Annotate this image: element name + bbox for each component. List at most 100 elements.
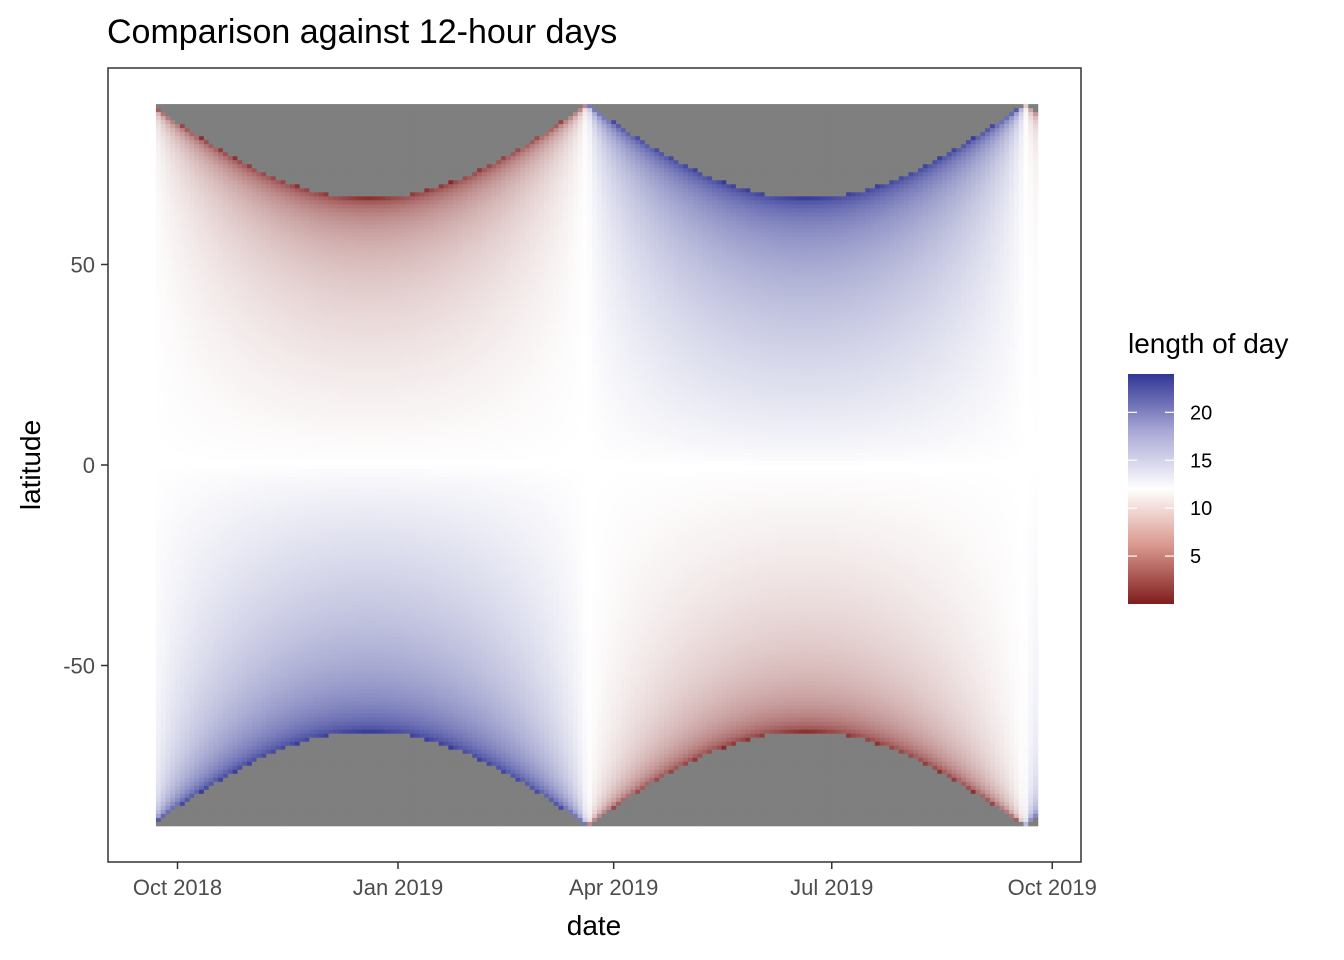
heatmap-tile: [209, 573, 214, 577]
heatmap-tile: [185, 605, 190, 609]
heatmap-tile: [199, 405, 204, 409]
heatmap-tile: [228, 706, 233, 710]
heatmap-tile: [281, 521, 286, 525]
heatmap-tile: [266, 156, 271, 160]
heatmap-tile: [218, 786, 223, 790]
heatmap-tile: [199, 698, 204, 702]
heatmap-tile: [261, 305, 266, 309]
heatmap-tile: [166, 513, 171, 517]
heatmap-tile: [170, 301, 175, 305]
heatmap-tile: [247, 573, 252, 577]
heatmap-tile: [271, 365, 276, 369]
heatmap-tile: [242, 465, 247, 469]
heatmap-tile: [228, 132, 233, 136]
heatmap-tile: [170, 325, 175, 329]
heatmap-tile: [261, 144, 266, 148]
heatmap-tile: [199, 806, 204, 810]
heatmap-tile: [218, 678, 223, 682]
heatmap-tile: [199, 172, 204, 176]
heatmap-tile: [180, 678, 185, 682]
heatmap-tile: [261, 678, 266, 682]
heatmap-tile: [247, 473, 252, 477]
heatmap-tile: [266, 493, 271, 497]
heatmap-tile: [213, 164, 218, 168]
heatmap-tile: [209, 128, 214, 132]
heatmap-tile: [161, 549, 166, 553]
heatmap-tile: [185, 726, 190, 730]
heatmap-tile: [271, 625, 276, 629]
heatmap-tile: [204, 260, 209, 264]
heatmap-tile: [189, 144, 194, 148]
heatmap-tile: [218, 196, 223, 200]
heatmap-tile: [170, 525, 175, 529]
heatmap-tile: [223, 413, 228, 417]
heatmap-tile: [266, 746, 271, 750]
heatmap-tile: [266, 449, 271, 453]
heatmap-tile: [223, 132, 228, 136]
heatmap-tile: [223, 762, 228, 766]
heatmap-tile: [271, 557, 276, 561]
heatmap-tile: [209, 184, 214, 188]
heatmap-tile: [257, 621, 262, 625]
heatmap-tile: [252, 108, 257, 112]
heatmap-tile: [242, 601, 247, 605]
heatmap-tile: [161, 573, 166, 577]
heatmap-tile: [218, 136, 223, 140]
heatmap-tile: [213, 353, 218, 357]
heatmap-tile: [175, 722, 180, 726]
heatmap-tile: [242, 786, 247, 790]
heatmap-tile: [170, 365, 175, 369]
heatmap-tile: [252, 184, 257, 188]
heatmap-tile: [233, 822, 238, 826]
heatmap-tile: [271, 373, 276, 377]
heatmap-tile: [185, 297, 190, 301]
heatmap-tile: [170, 742, 175, 746]
heatmap-tile: [228, 413, 233, 417]
heatmap-tile: [252, 477, 257, 481]
heatmap-tile: [247, 585, 252, 589]
heatmap-tile: [247, 192, 252, 196]
heatmap-tile: [252, 425, 257, 429]
heatmap-tile: [233, 698, 238, 702]
heatmap-tile: [209, 521, 214, 525]
heatmap-tile: [194, 746, 199, 750]
heatmap-tile: [271, 601, 276, 605]
heatmap-tile: [276, 220, 281, 224]
heatmap-tile: [199, 168, 204, 172]
heatmap-tile: [257, 645, 262, 649]
heatmap-tile: [194, 814, 199, 818]
heatmap-tile: [271, 136, 276, 140]
heatmap-tile: [199, 629, 204, 633]
heatmap-tile: [276, 293, 281, 297]
heatmap-tile: [223, 585, 228, 589]
heatmap-tile: [161, 649, 166, 653]
heatmap-tile: [213, 172, 218, 176]
heatmap-tile: [281, 264, 286, 268]
heatmap-tile: [209, 746, 214, 750]
heatmap-tile: [209, 561, 214, 565]
heatmap-tile: [257, 686, 262, 690]
heatmap-tile: [194, 493, 199, 497]
heatmap-tile: [199, 561, 204, 565]
heatmap-tile: [180, 537, 185, 541]
heatmap-tile: [237, 473, 242, 477]
heatmap-tile: [161, 585, 166, 589]
heatmap-tile: [257, 140, 262, 144]
heatmap-tile: [204, 301, 209, 305]
heatmap-tile: [252, 754, 257, 758]
heatmap-tile: [276, 682, 281, 686]
heatmap-tile: [247, 529, 252, 533]
heatmap-tile: [247, 477, 252, 481]
heatmap-tile: [228, 108, 233, 112]
heatmap-tile: [252, 657, 257, 661]
heatmap-tile: [161, 116, 166, 120]
heatmap-tile: [194, 277, 199, 281]
heatmap-tile: [194, 301, 199, 305]
heatmap-tile: [223, 168, 228, 172]
heatmap-tile: [242, 489, 247, 493]
heatmap-tile: [237, 224, 242, 228]
heatmap-tile: [204, 228, 209, 232]
heatmap-tile: [276, 666, 281, 670]
heatmap-tile: [213, 461, 218, 465]
heatmap-tile: [161, 341, 166, 345]
